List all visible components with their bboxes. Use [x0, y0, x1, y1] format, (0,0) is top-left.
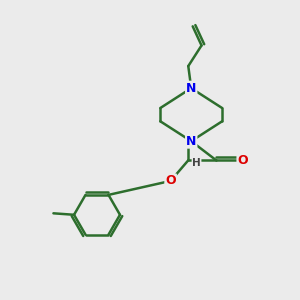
- Text: O: O: [165, 174, 176, 188]
- Text: O: O: [237, 154, 248, 167]
- Text: N: N: [186, 82, 196, 95]
- Text: H: H: [192, 158, 201, 168]
- Text: N: N: [186, 135, 196, 148]
